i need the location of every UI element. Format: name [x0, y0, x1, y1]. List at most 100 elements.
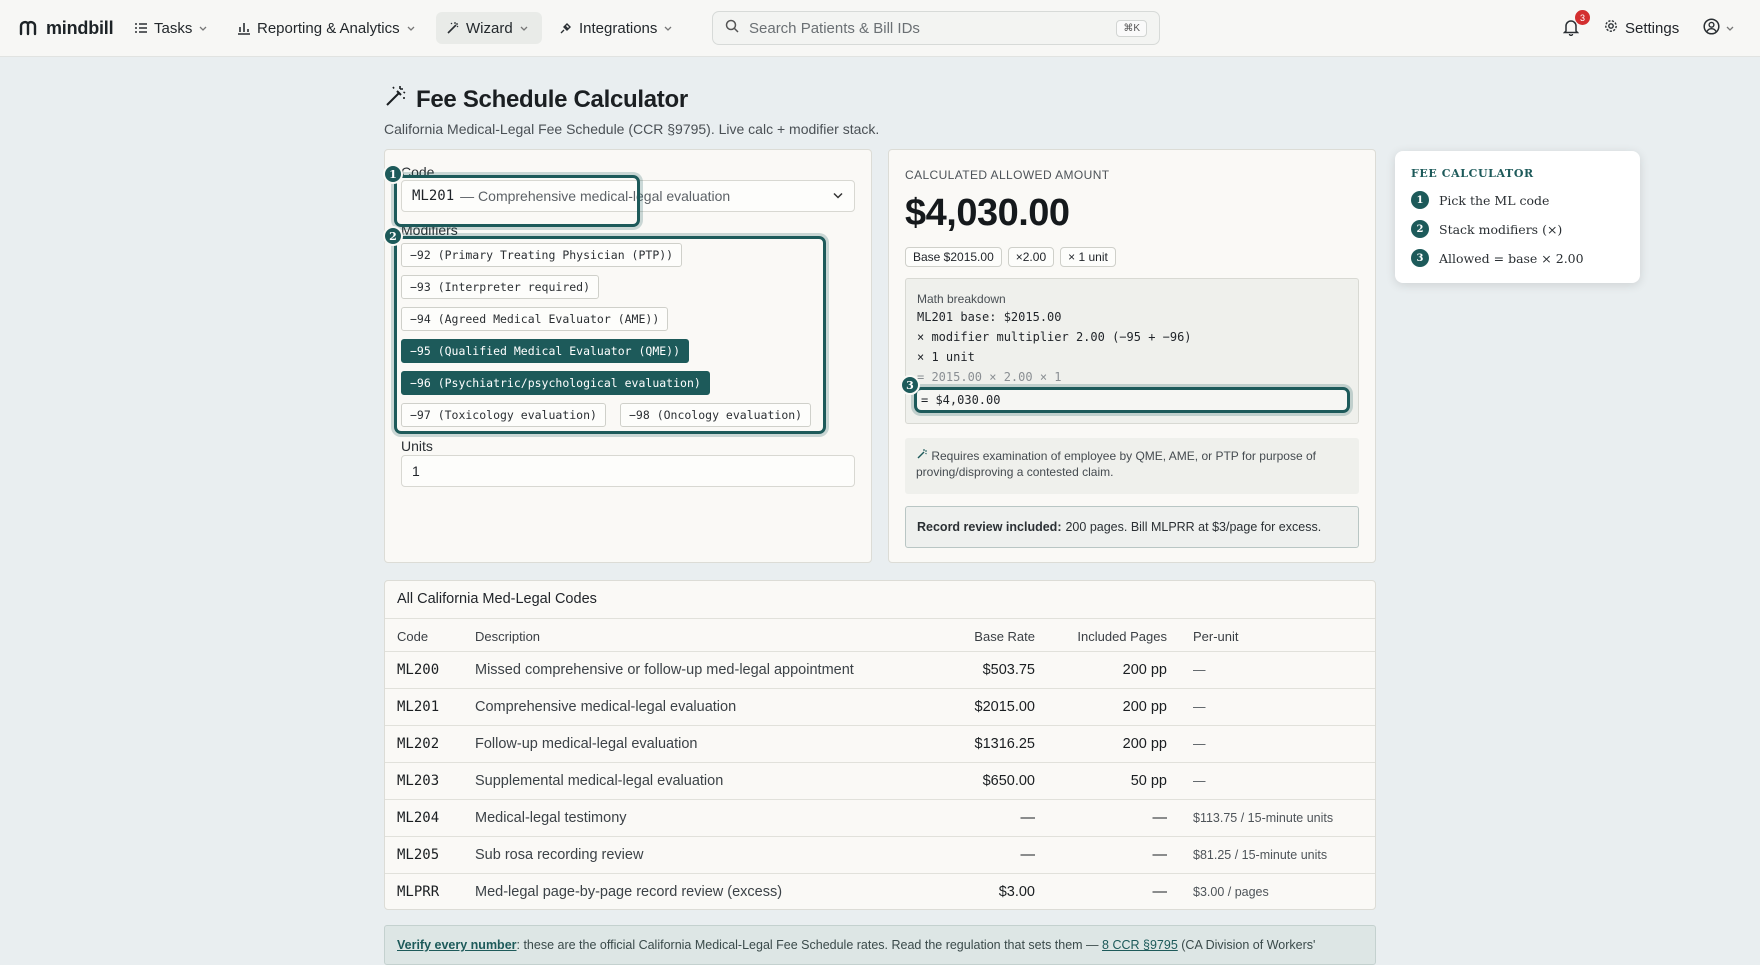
verify-lead: Verify every number — [397, 938, 517, 952]
gear-icon — [1604, 19, 1618, 37]
cell-included-pages: 200 pp — [1122, 699, 1167, 715]
bell-icon[interactable] — [1562, 18, 1580, 39]
math-line-formula: = 2015.00 × 2.00 × 1 — [917, 370, 1062, 384]
cell-included-pages: — — [1152, 847, 1168, 863]
chevron-down-icon — [406, 23, 416, 33]
table-row[interactable]: MLPRR Med-legal page-by-page record revi… — [385, 874, 1375, 911]
search-shortcut: ⌘K — [1116, 19, 1147, 37]
units-label: Units — [401, 438, 433, 454]
brand-name: mindbill — [46, 18, 114, 38]
help-step-2: 2 Stack modifiers (×) — [1411, 220, 1562, 238]
header-base-rate: Base Rate — [974, 629, 1035, 644]
page-header: Fee Schedule Calculator California Medic… — [384, 84, 880, 138]
cell-code: MLPRR — [397, 884, 440, 900]
table-title: All California Med-Legal Codes — [397, 591, 597, 607]
math-line-units: × 1 unit — [917, 350, 975, 364]
result-label: CALCULATED ALLOWED AMOUNT — [905, 168, 1110, 182]
nav-integrations[interactable]: Integrations — [549, 12, 683, 44]
math-title: Math breakdown — [917, 292, 1006, 306]
cell-description: Comprehensive medical-legal evaluation — [475, 699, 737, 715]
nav-integrations-label: Integrations — [579, 19, 658, 37]
help-title: FEE CALCULATOR — [1411, 167, 1534, 180]
modifier-chip-94[interactable]: −94 (Agreed Medical Evaluator (AME)) — [401, 307, 669, 331]
help-step-number: 2 — [1411, 220, 1429, 238]
modifier-chip-98[interactable]: −98 (Oncology evaluation) — [620, 403, 812, 427]
nav-tasks[interactable]: Tasks — [124, 12, 218, 44]
search-placeholder: Search Patients & Bill IDs — [749, 19, 920, 37]
verify-tail: (CA Division of Workers' — [1177, 938, 1316, 952]
table-header: Code Description Base Rate Included Page… — [385, 618, 1375, 652]
nav-reporting[interactable]: Reporting & Analytics — [227, 12, 426, 44]
result-pills: Base $2015.00 ×2.00 × 1 unit — [905, 247, 1116, 267]
table-row[interactable]: ML204 Medical-legal testimony — — $113.7… — [385, 800, 1375, 837]
user-menu[interactable] — [1703, 18, 1735, 38]
tasks-icon — [134, 21, 148, 35]
code-select[interactable]: ML201 — Comprehensive medical-legal eval… — [401, 180, 855, 212]
cell-per-unit: — — [1193, 700, 1206, 714]
table-row[interactable]: ML201 Comprehensive medical-legal evalua… — [385, 689, 1375, 726]
cell-per-unit: $113.75 / 15-minute units — [1193, 811, 1334, 825]
multiplier-pill: ×2.00 — [1007, 247, 1055, 267]
modifier-chip-96[interactable]: −96 (Psychiatric/psychological evaluatio… — [401, 371, 710, 395]
brand-logo[interactable]: mindbill — [18, 17, 114, 40]
code-select-desc: — Comprehensive medical-legal evaluation — [460, 188, 731, 204]
chevron-down-icon — [832, 188, 844, 204]
units-input[interactable]: 1 — [401, 455, 855, 487]
math-breakdown: Math breakdown ML201 base: $2015.00 × mo… — [900, 278, 1359, 424]
cell-included-pages: 200 pp — [1122, 736, 1167, 752]
page-subtitle: California Medical-Legal Fee Schedule (C… — [384, 121, 880, 137]
page-title-text: Fee Schedule Calculator — [416, 85, 688, 113]
cell-base-rate: $2015.00 — [974, 699, 1035, 715]
cell-base-rate: $1316.25 — [974, 736, 1035, 752]
math-result: = $4,030.00 — [914, 387, 1350, 413]
math-line-base: ML201 base: $2015.00 — [917, 310, 1062, 324]
help-step-1: 1 Pick the ML code — [1411, 191, 1549, 209]
regulation-link[interactable]: 8 CCR §9795 — [1102, 938, 1178, 952]
table-row[interactable]: ML203 Supplemental medical-legal evaluat… — [385, 763, 1375, 800]
cell-description: Med-legal page-by-page record review (ex… — [475, 884, 783, 900]
help-step-text: Pick the ML code — [1439, 192, 1550, 208]
modifier-chip-95[interactable]: −95 (Qualified Medical Evaluator (QME)) — [401, 339, 690, 363]
cell-description: Medical-legal testimony — [475, 810, 627, 826]
header-per-unit: Per-unit — [1193, 629, 1239, 644]
header-code: Code — [397, 629, 429, 644]
step-2-marker: 2 — [383, 226, 403, 246]
sparkle-icon — [916, 449, 928, 463]
record-review-callout: Record review included: 200 pages. Bill … — [905, 506, 1359, 548]
bar-chart-icon — [237, 21, 251, 35]
help-tooltip-card: FEE CALCULATOR 1 Pick the ML code 2 Stac… — [1395, 151, 1640, 283]
chevron-down-icon — [519, 23, 529, 33]
modifier-chip-93[interactable]: −93 (Interpreter required) — [401, 275, 600, 299]
step-3-marker: 3 — [900, 375, 920, 395]
user-avatar-icon — [1703, 18, 1720, 38]
search-input[interactable]: Search Patients & Bill IDs ⌘K — [712, 11, 1160, 45]
code-label: Code — [401, 164, 435, 180]
help-step-number: 3 — [1411, 249, 1429, 267]
chevron-down-icon — [198, 23, 208, 33]
evaluation-note: Requires examination of employee by QME,… — [905, 438, 1359, 494]
cell-included-pages: — — [1152, 810, 1168, 826]
table-row[interactable]: ML205 Sub rosa recording review — — $81.… — [385, 837, 1375, 874]
settings-button[interactable]: Settings — [1604, 12, 1679, 44]
header-included-pages: Included Pages — [1077, 629, 1167, 644]
cell-code: ML202 — [397, 736, 440, 752]
cell-description: Supplemental medical-legal evaluation — [475, 773, 724, 789]
header-description: Description — [475, 629, 541, 644]
cell-code: ML200 — [397, 662, 440, 678]
code-select-value: ML201 — [412, 188, 455, 204]
cell-code: ML205 — [397, 847, 440, 863]
modifier-chip-92[interactable]: −92 (Primary Treating Physician (PTP)) — [401, 243, 683, 267]
cell-base-rate: $650.00 — [982, 773, 1035, 789]
table-row[interactable]: ML202 Follow-up medical-legal evaluation… — [385, 726, 1375, 763]
modifiers-label: Modifiers — [401, 222, 458, 238]
cell-base-rate: $3.00 — [998, 884, 1035, 900]
codes-table-card: All California Med-Legal Codes Code Desc… — [384, 580, 1376, 910]
record-review-text: 200 pages. Bill MLPRR at $3/page for exc… — [1065, 520, 1322, 534]
calculated-result-card: CALCULATED ALLOWED AMOUNT $4,030.00 Base… — [888, 149, 1376, 563]
table-row[interactable]: ML200 Missed comprehensive or follow-up … — [385, 652, 1375, 689]
modifier-chip-97[interactable]: −97 (Toxicology evaluation) — [401, 403, 606, 427]
cell-per-unit: — — [1193, 737, 1206, 751]
cell-included-pages: — — [1152, 884, 1168, 900]
nav-wizard[interactable]: Wizard — [436, 12, 542, 44]
plug-icon — [559, 21, 573, 35]
